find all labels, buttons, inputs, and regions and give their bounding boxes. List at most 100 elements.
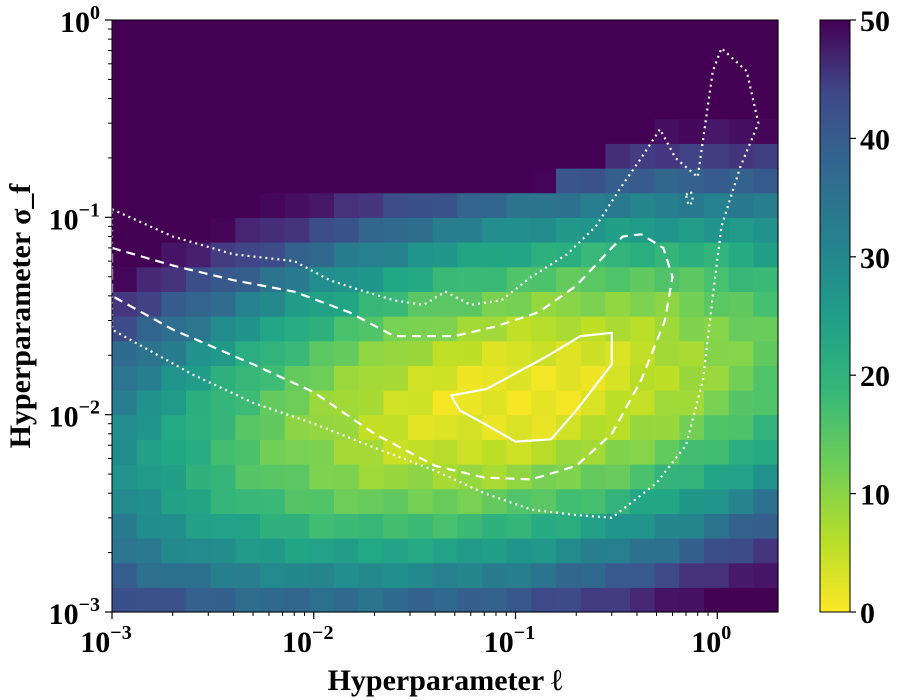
colorbar-tick-label: 40 (860, 123, 890, 156)
heatmap-cell (112, 464, 138, 490)
heatmap-cell (506, 94, 532, 120)
heatmap-cell (753, 538, 779, 564)
heatmap-cell (580, 69, 606, 95)
heatmap-cell (309, 143, 335, 169)
heatmap-cell (408, 242, 434, 268)
heatmap-cell (556, 143, 582, 169)
heatmap-cell (432, 464, 458, 490)
heatmap-cell (432, 143, 458, 169)
heatmap-cell (136, 316, 162, 342)
heatmap-cell (186, 414, 212, 440)
heatmap-cell (136, 118, 162, 144)
heatmap-cell (136, 192, 162, 218)
heatmap-cell (210, 291, 236, 317)
heatmap-cell (161, 587, 187, 613)
heatmap-cell (358, 538, 384, 564)
heatmap-cell (556, 118, 582, 144)
heatmap-cell (457, 587, 483, 613)
heatmap-cell (580, 316, 606, 342)
heatmap-cell (383, 266, 409, 292)
heatmap-cell (728, 538, 754, 564)
heatmap-cell (605, 266, 631, 292)
heatmap-cell (334, 390, 360, 416)
heatmap-cell (235, 143, 261, 169)
heatmap-cell (383, 316, 409, 342)
heatmap-cell (531, 266, 557, 292)
heatmap-cell (556, 69, 582, 95)
heatmap-cell (260, 587, 286, 613)
heatmap-cell (383, 69, 409, 95)
heatmap-cell (161, 414, 187, 440)
heatmap-cell (358, 488, 384, 514)
heatmap-cell (654, 488, 680, 514)
heatmap-cell (284, 217, 310, 243)
heatmap-cell (457, 562, 483, 588)
heatmap-cell (704, 538, 730, 564)
heatmap-cell (260, 538, 286, 564)
heatmap-cell (506, 316, 532, 342)
colorbar-tick-label: 10 (860, 479, 890, 512)
heatmap-cell (186, 44, 212, 70)
heatmap-cell (679, 242, 705, 268)
heatmap-cell (284, 464, 310, 490)
heatmap-cell (580, 143, 606, 169)
heatmap-cell (383, 439, 409, 465)
heatmap-cell (432, 316, 458, 342)
heatmap-cell (556, 562, 582, 588)
heatmap-cell (235, 168, 261, 194)
heatmap-cell (654, 118, 680, 144)
heatmap-cell (580, 513, 606, 539)
heatmap-cell (531, 538, 557, 564)
heatmap-cell (210, 439, 236, 465)
heatmap-cell (728, 513, 754, 539)
heatmap-cell (210, 118, 236, 144)
heatmap-cell (186, 217, 212, 243)
heatmap-cell (112, 365, 138, 391)
heatmap-cell (260, 316, 286, 342)
heatmap-cell (605, 513, 631, 539)
heatmap-cell (506, 414, 532, 440)
heatmap-cell (457, 488, 483, 514)
heatmap-cell (432, 192, 458, 218)
heatmap-cell (728, 94, 754, 120)
heatmap-cell (704, 464, 730, 490)
heatmap-cell (457, 168, 483, 194)
contour-outer (112, 47, 760, 519)
heatmap-cell (186, 340, 212, 366)
heatmap-cell (506, 340, 532, 366)
heatmap-cell (482, 587, 508, 613)
heatmap-cell (605, 217, 631, 243)
heatmap-cell (753, 266, 779, 292)
heatmap-cell (235, 94, 261, 120)
heatmap-cell (161, 562, 187, 588)
heatmap-cell (630, 562, 656, 588)
heatmap-cell (136, 538, 162, 564)
heatmap-cell (506, 538, 532, 564)
heatmap-cell (383, 464, 409, 490)
heatmap-cell (284, 587, 310, 613)
heatmap-cell (432, 266, 458, 292)
heatmap-cell (161, 538, 187, 564)
heatmap-cell (556, 291, 582, 317)
heatmap-cell (284, 168, 310, 194)
heatmap-cell (383, 143, 409, 169)
heatmap-cell (260, 439, 286, 465)
heatmap-cell (383, 340, 409, 366)
heatmap-cell (186, 513, 212, 539)
heatmap-cell (728, 316, 754, 342)
heatmap-cell (334, 587, 360, 613)
heatmap-cell (556, 390, 582, 416)
heatmap-cell (136, 94, 162, 120)
heatmap-cell (605, 69, 631, 95)
heatmap-cell (186, 69, 212, 95)
heatmap-cell (309, 439, 335, 465)
heatmap-cell (358, 587, 384, 613)
heatmap-cell (482, 439, 508, 465)
heatmap-cell (260, 192, 286, 218)
heatmap-cell (728, 587, 754, 613)
heatmap-cell (679, 69, 705, 95)
heatmap-cell (482, 192, 508, 218)
heatmap-cells (112, 20, 779, 613)
heatmap-cell (482, 365, 508, 391)
